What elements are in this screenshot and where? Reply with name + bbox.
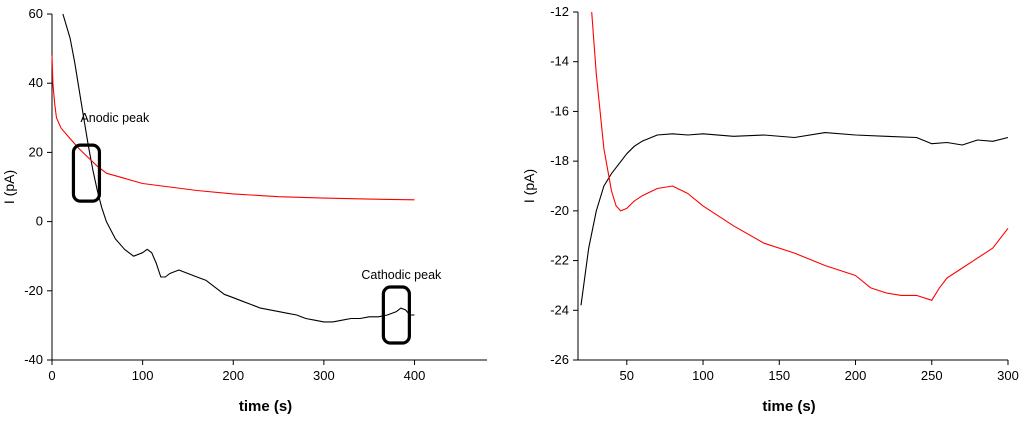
y-tick-label: 40 (29, 75, 43, 90)
y-tick-label: -14 (550, 54, 569, 69)
x-tick-label: 400 (404, 368, 426, 383)
cathodic-peak-label: Cathodic peak (361, 268, 442, 282)
x-tick-label: 150 (768, 368, 790, 383)
x-tick-label: 100 (692, 368, 714, 383)
x-tick-label: 50 (620, 368, 634, 383)
series-line-black (62, 13, 415, 323)
x-tick-label: 300 (313, 368, 335, 383)
series-line-red (51, 55, 415, 201)
y-tick-label: -24 (550, 302, 569, 317)
y-tick-label: -16 (550, 103, 569, 118)
y-tick-label: -12 (550, 4, 569, 19)
x-axis-label: time (s) (239, 398, 292, 415)
x-tick-label: 200 (845, 368, 867, 383)
y-tick-label: 60 (29, 6, 43, 21)
y-tick-label: -26 (550, 352, 569, 367)
x-tick-label: 250 (921, 368, 943, 383)
x-tick-label: 200 (222, 368, 244, 383)
x-axis-label: time (s) (762, 398, 815, 415)
cathodic-peak-marker (381, 285, 411, 345)
anodic-peak-label: Anodic peak (80, 111, 150, 125)
y-tick-label: -40 (24, 352, 43, 367)
chart-2: 50 100 150 200 250 300 -26 -24 -22 -20 -18 -16 -14 -1… (521, 4, 1019, 415)
y-axis-label: I (pA) (521, 169, 537, 203)
chart-1: 0 100 200 300 400 -40 -20 0 20 40 60 time (s) I (pA)… (1, 6, 487, 415)
series-line-black (580, 132, 1009, 306)
x-tick-label: 100 (132, 368, 154, 383)
x-tick-label: 0 (48, 368, 55, 383)
y-axis-label: I (pA) (1, 170, 17, 204)
y-tick-label: -18 (550, 153, 569, 168)
y-tick-label: 20 (29, 144, 43, 159)
y-tick-label: -20 (24, 283, 43, 298)
x-tick-label: 300 (997, 368, 1019, 383)
series-line-red (591, 11, 1009, 301)
y-tick-label: 0 (36, 214, 43, 229)
anodic-peak-marker (71, 143, 102, 203)
y-tick-label: -20 (550, 203, 569, 218)
y-tick-label: -22 (550, 253, 569, 268)
